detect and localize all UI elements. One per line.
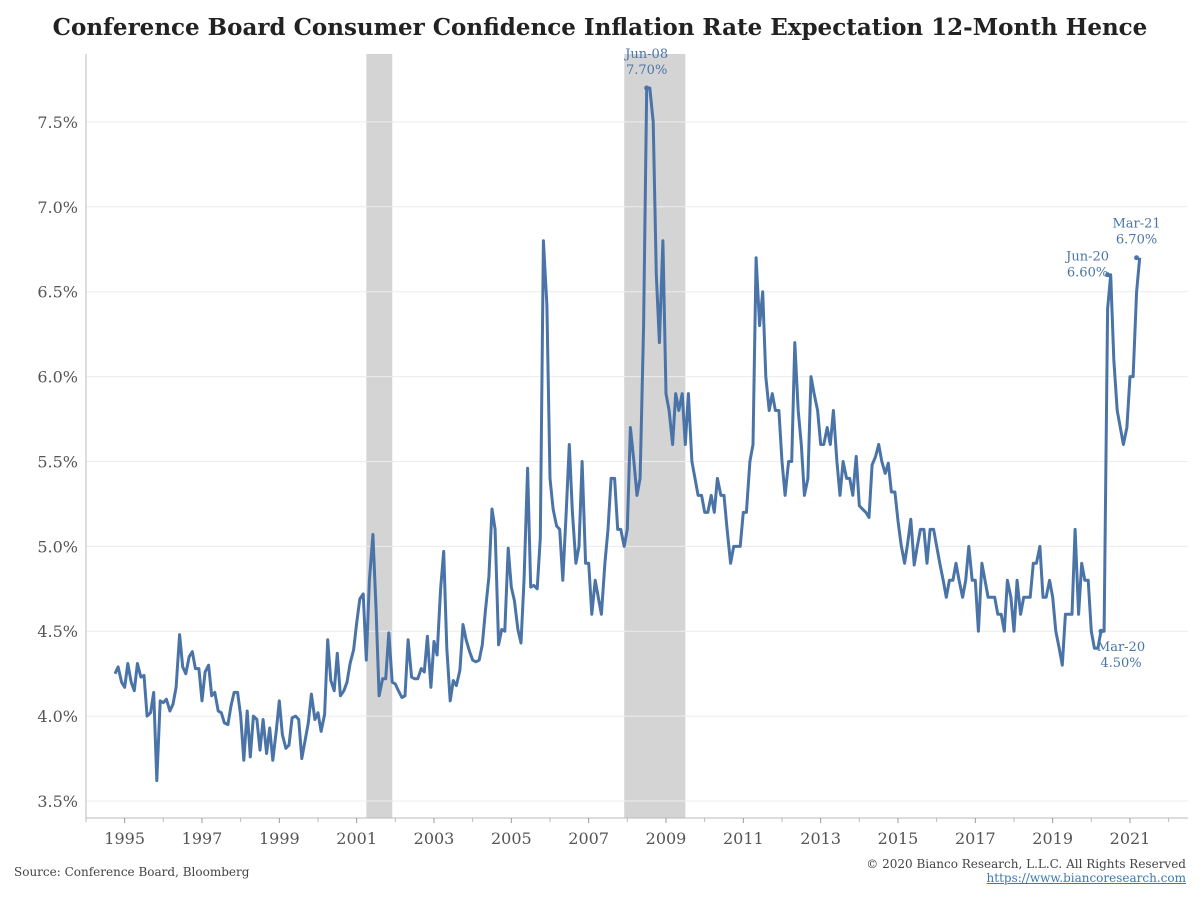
y-tick-label: 5.0% (37, 537, 78, 556)
annotation-label: Mar-20 (1097, 640, 1145, 655)
x-tick-label: 2015 (878, 829, 919, 848)
y-tick-label: 4.0% (37, 707, 78, 726)
x-tick-label: 2011 (723, 829, 764, 848)
x-tick-label: 1995 (104, 829, 145, 848)
copyright-notice: © 2020 Bianco Research, L.L.C. All Right… (866, 857, 1186, 871)
annotation-label: 7.70% (626, 63, 667, 78)
x-tick-label: 2017 (955, 829, 996, 848)
x-tick-label: 2013 (800, 829, 841, 848)
annotation-label: 4.50% (1100, 656, 1141, 671)
annotation-marker (644, 85, 650, 91)
y-tick-label: 6.0% (37, 368, 78, 387)
website-link[interactable]: https://www.biancoresearch.com (986, 871, 1186, 885)
x-tick-label: 2001 (336, 829, 377, 848)
x-tick-label: 2021 (1110, 829, 1151, 848)
x-tick-label: 2003 (414, 829, 455, 848)
y-tick-label: 5.5% (37, 452, 78, 471)
y-tick-label: 3.5% (37, 792, 78, 811)
x-tick-label: 2007 (568, 829, 609, 848)
annotation-label: 6.60% (1067, 266, 1108, 281)
y-tick-label: 6.5% (37, 283, 78, 302)
annotation-marker (1098, 628, 1104, 634)
y-tick-label: 4.5% (37, 622, 78, 641)
annotation-marker (1105, 272, 1111, 278)
annotation-marker (1134, 255, 1140, 261)
series-line (113, 86, 1142, 783)
y-tick-label: 7.0% (37, 198, 78, 217)
annotation-label: Jun-08 (623, 47, 668, 62)
chart-title: Conference Board Consumer Confidence Inf… (52, 14, 1148, 41)
x-tick-label: 1999 (259, 829, 300, 848)
annotation-label: Mar-21 (1112, 217, 1160, 232)
recession-band (366, 54, 393, 818)
x-tick-label: 2009 (646, 829, 687, 848)
source-note: Source: Conference Board, Bloomberg (14, 865, 250, 879)
annotation-label: Jun-20 (1064, 250, 1109, 265)
y-tick-label: 7.5% (37, 113, 78, 132)
x-tick-label: 2005 (491, 829, 532, 848)
annotation-label: 6.70% (1116, 233, 1157, 248)
x-tick-label: 2019 (1032, 829, 1073, 848)
x-tick-label: 1997 (182, 829, 223, 848)
